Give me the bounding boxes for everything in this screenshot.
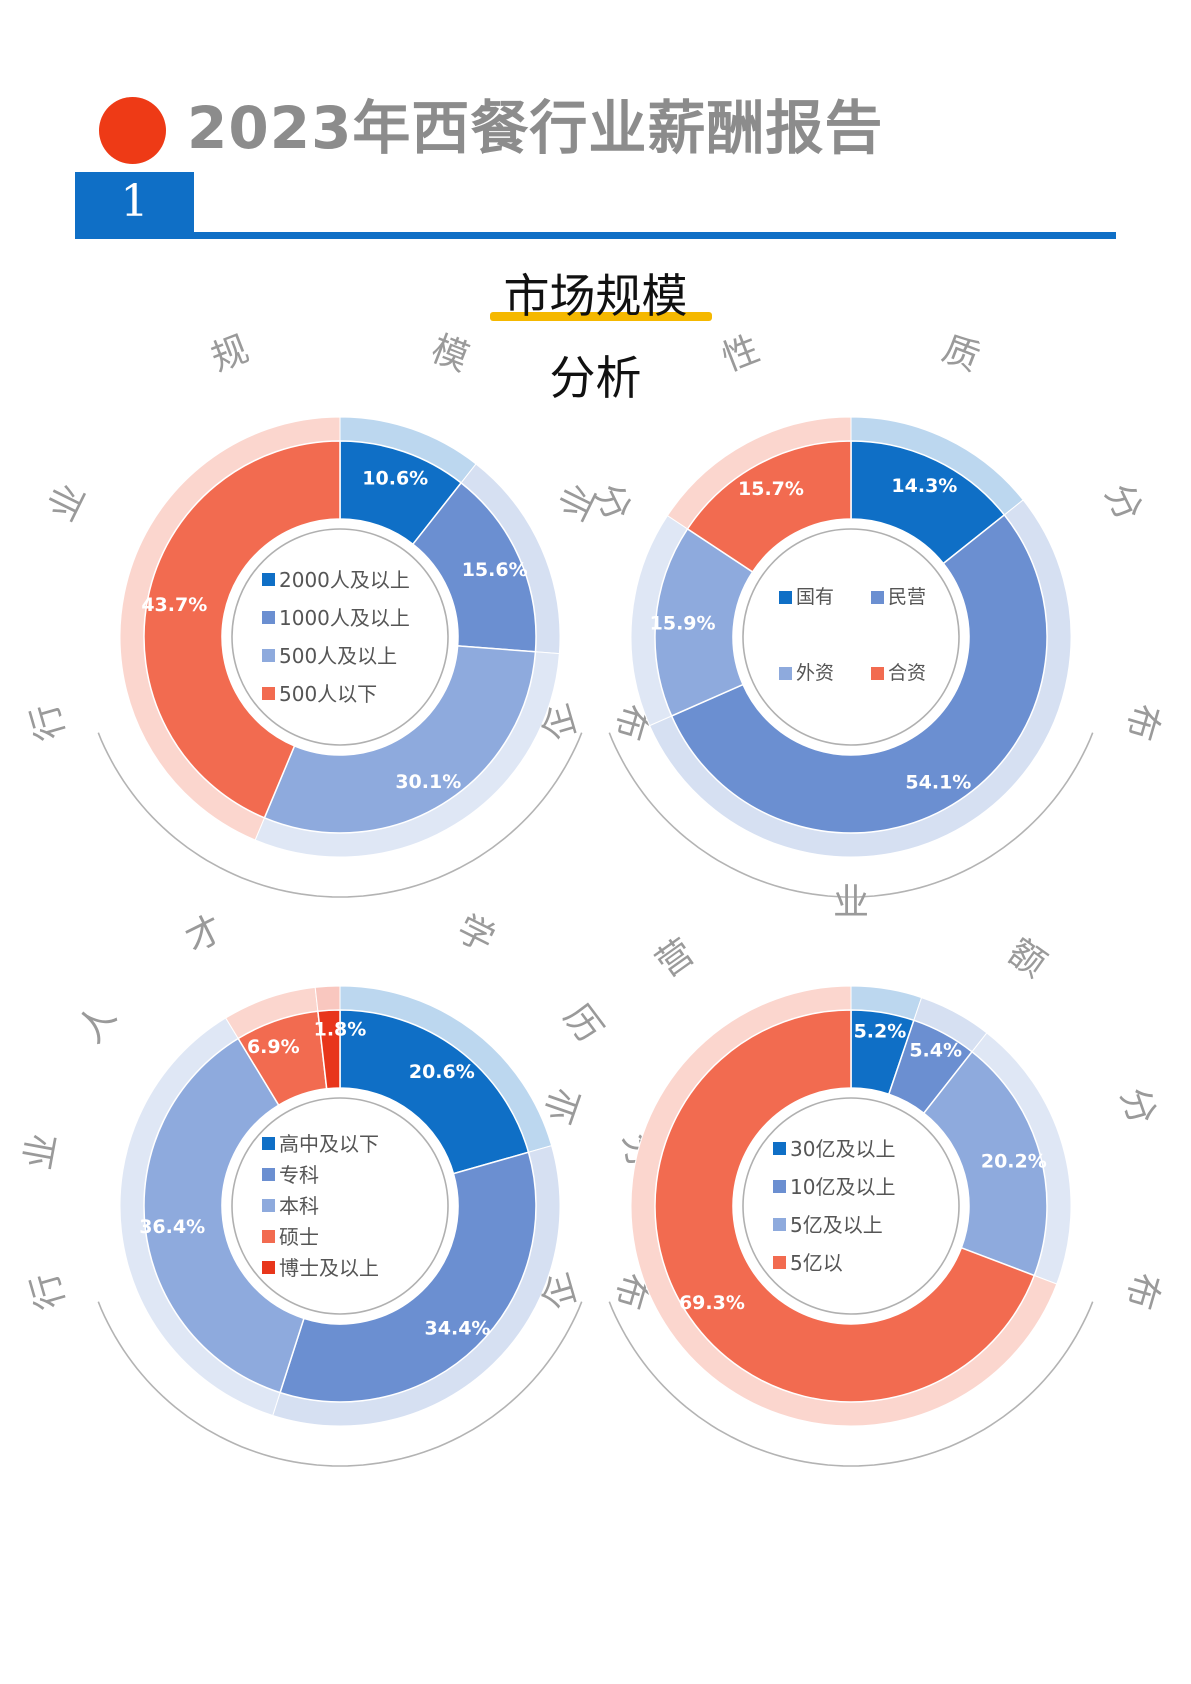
chart-title-char: 营 [649, 931, 702, 985]
chart-title-char: 业 [833, 882, 869, 923]
data-label: 1.8% [314, 1018, 367, 1040]
legend-swatch [773, 1142, 786, 1155]
data-label: 30.1% [395, 771, 461, 793]
chart-title-char: 分 [1112, 1082, 1163, 1129]
legend-label: 10亿及以上 [790, 1175, 895, 1199]
legend-label: 民营 [888, 586, 926, 608]
chart-4: 5.2%5.4%20.2%69.3%30亿及以上10亿及以上5亿及以上5亿以企业… [535, 882, 1167, 1467]
chart-title-char: 行 [24, 1268, 73, 1314]
legend-swatch [262, 611, 275, 624]
data-label: 54.1% [905, 772, 971, 794]
section-divider [194, 232, 1116, 239]
data-label: 34.4% [425, 1317, 491, 1339]
center-disc [222, 1088, 458, 1324]
page-title: 2023年西餐行业薪酬报告 [187, 94, 884, 162]
chart-title-char: 才 [179, 908, 230, 961]
data-label: 10.6% [362, 467, 428, 489]
data-label: 20.2% [981, 1151, 1047, 1173]
chart-title-char: 业 [552, 477, 605, 527]
chart-title-char: 性 [717, 328, 765, 379]
data-label: 14.3% [891, 475, 957, 497]
center-disc [222, 519, 458, 755]
chart-title-char: 布 [1118, 699, 1167, 745]
subtitle-line-2: 分析 [549, 351, 642, 405]
legend-swatch [779, 591, 792, 604]
legend-swatch [262, 1168, 275, 1181]
outer-grey-arc [97, 1301, 583, 1467]
data-label: 6.9% [247, 1036, 300, 1058]
chart-title-char: 行 [24, 699, 73, 745]
legend-swatch [262, 1137, 275, 1150]
data-label: 15.6% [462, 559, 528, 581]
legend-swatch [262, 1199, 275, 1212]
subtitle-line-1: 市场规模 [503, 269, 688, 323]
data-label: 15.9% [650, 613, 716, 635]
legend-swatch [773, 1256, 786, 1269]
legend-swatch [871, 667, 884, 680]
outer-grey-arc [608, 1301, 1094, 1467]
chart-title-char: 布 [1118, 1268, 1167, 1314]
legend-label: 高中及以下 [279, 1132, 379, 1156]
legend-label: 博士及以上 [279, 1256, 379, 1280]
center-disc [733, 1088, 969, 1324]
section-number: 1 [120, 176, 149, 227]
chart-title-char: 历 [556, 997, 610, 1050]
legend-label: 合资 [888, 662, 926, 684]
subtitle-underline [490, 312, 712, 321]
legend-label: 500人及以上 [279, 644, 397, 668]
legend-label: 500人以下 [279, 682, 377, 706]
legend-label: 硕士 [279, 1225, 319, 1249]
chart-title-char: 业 [41, 477, 94, 527]
chart-title-char: 规 [206, 328, 254, 379]
chart-title-char: 额 [1000, 931, 1053, 985]
section-number-box: 1 [75, 172, 194, 239]
chart-1: 10.6% 15.6% 30.1% 43.7% 2000人及以上 1000人及以上 500人… [24, 328, 656, 898]
legend-label: 30亿及以上 [790, 1137, 895, 1161]
legend-swatch [779, 667, 792, 680]
header-accent-dot [99, 97, 166, 164]
chart-title-char: 业 [539, 1082, 590, 1129]
chart-title-char: 学 [450, 908, 501, 961]
data-label: 20.6% [409, 1061, 475, 1083]
ring-segment-5 [314, 985, 341, 1012]
legend-swatch [262, 1230, 275, 1243]
legend-swatch [773, 1180, 786, 1193]
legend-label: 专科 [279, 1163, 319, 1187]
chart-title-char: 人 [70, 997, 124, 1050]
legend-swatch [262, 1261, 275, 1274]
data-label: 15.7% [738, 478, 804, 500]
outer-grey-arc [608, 732, 1094, 898]
chart-title-char: 业 [18, 1130, 65, 1173]
center-ring [231, 528, 449, 746]
legend-label: 本科 [279, 1194, 319, 1218]
center-disc [733, 519, 969, 755]
data-label: 5.2% [854, 1020, 907, 1042]
outer-grey-arc [97, 732, 583, 898]
donut-segment-2 [279, 1151, 537, 1403]
legend-swatch [262, 649, 275, 662]
legend-label: 5亿以 [790, 1251, 843, 1275]
center-ring [742, 528, 960, 746]
data-label: 43.7% [141, 594, 207, 616]
legend-swatch [773, 1218, 786, 1231]
data-label: 69.3% [679, 1292, 745, 1314]
legend-label: 5亿及以上 [790, 1213, 883, 1237]
legend-swatch [262, 573, 275, 586]
center-ring [231, 1097, 449, 1315]
chart-title-char: 质 [937, 328, 985, 379]
chart-title-char: 分 [1097, 477, 1150, 527]
legend-label: 2000人及以上 [279, 568, 410, 592]
legend-label: 国有 [796, 586, 834, 608]
chart-3: 20.6% 34.4% 36.4% 6.9% 1.8% 高中及以下专科本科硕士博士及以上行… [18, 908, 662, 1467]
legend-swatch [262, 687, 275, 700]
data-label: 5.4% [909, 1039, 962, 1061]
legend-label: 1000人及以上 [279, 606, 410, 630]
data-label: 36.4% [139, 1216, 205, 1238]
chart-title-char: 模 [426, 328, 474, 379]
center-ring [742, 1097, 960, 1315]
legend-label: 外资 [796, 662, 834, 684]
legend-swatch [871, 591, 884, 604]
